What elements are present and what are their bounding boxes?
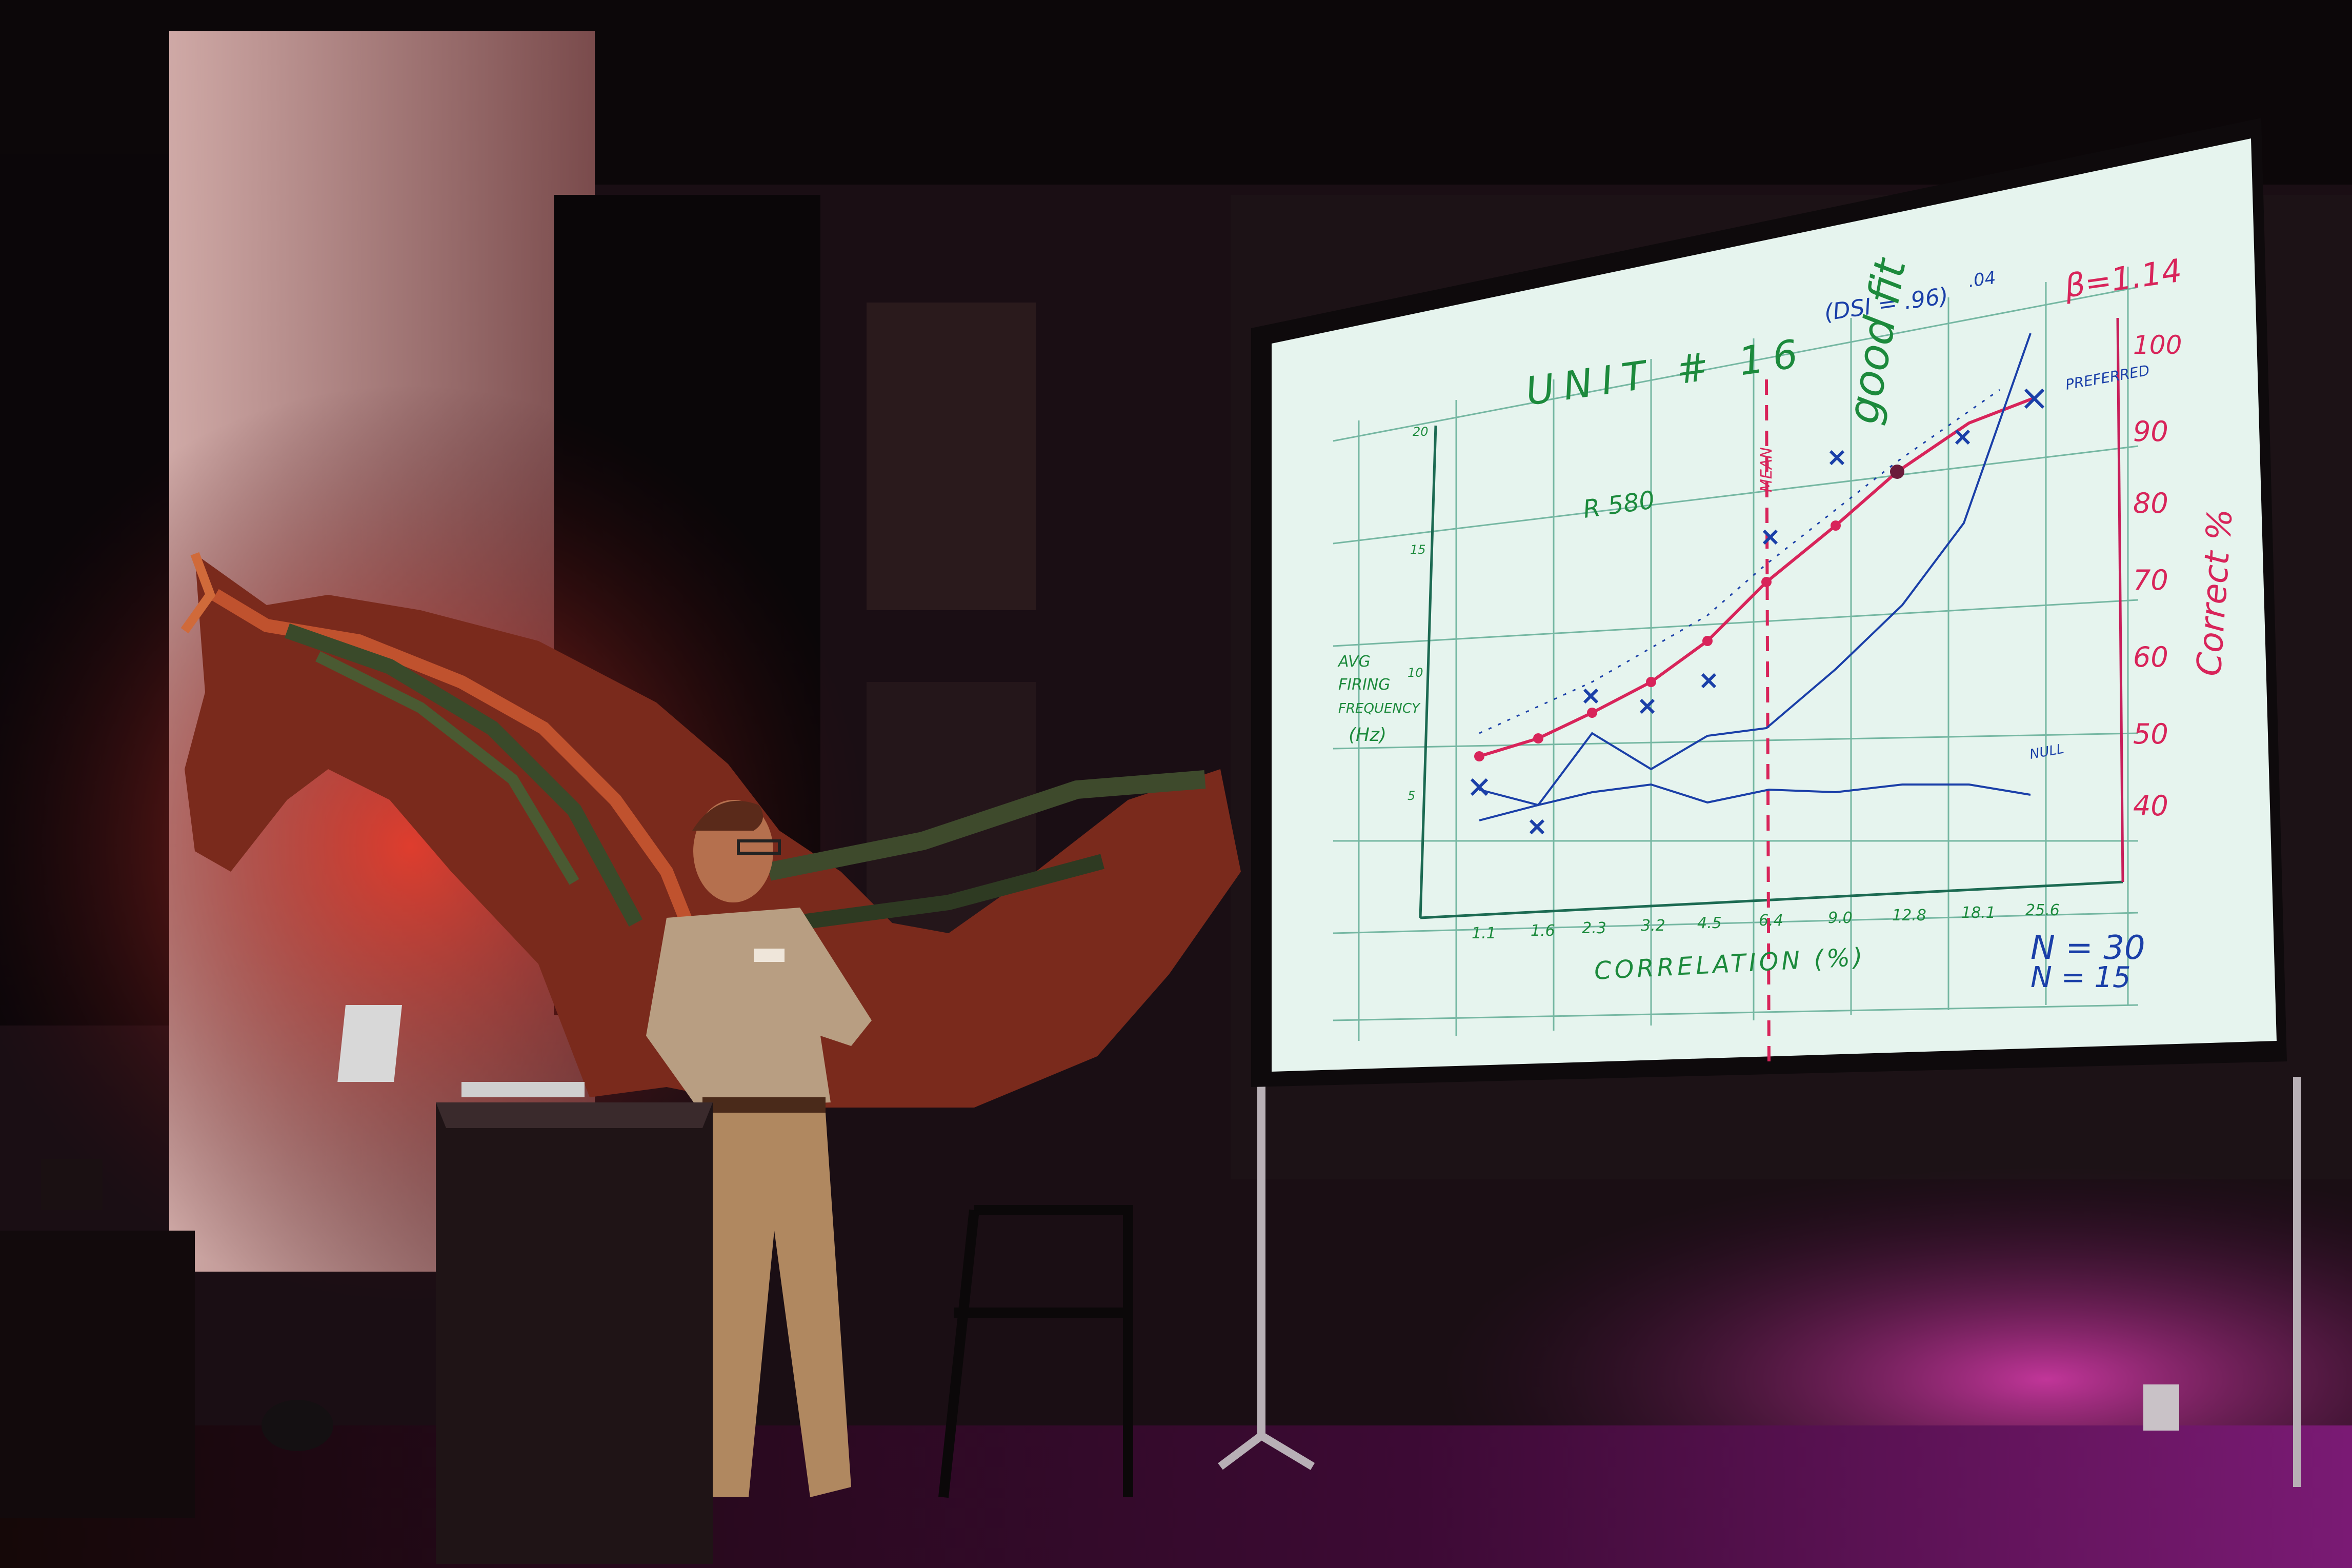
stage-light-floor: [262, 1400, 333, 1451]
laptop: [337, 1005, 402, 1082]
presenter-hair: [692, 800, 763, 831]
presenter: [646, 800, 872, 1497]
folding-chair: [938, 1205, 1133, 1498]
presenter-belt: [702, 1097, 826, 1113]
screen-stand: [1218, 1077, 2301, 1487]
presenter-glasses: [737, 839, 781, 855]
wall-panel: [867, 303, 1036, 610]
presenter-badge: [754, 949, 785, 962]
laptop-base: [461, 1082, 585, 1097]
presenter-shirt: [646, 908, 872, 1108]
wall-outlet: [2143, 1384, 2179, 1431]
podium: [337, 1005, 713, 1564]
presenter-trousers: [702, 1113, 851, 1497]
stage-floor: [0, 1425, 2352, 1568]
stage-light-left: [0, 1159, 195, 1518]
